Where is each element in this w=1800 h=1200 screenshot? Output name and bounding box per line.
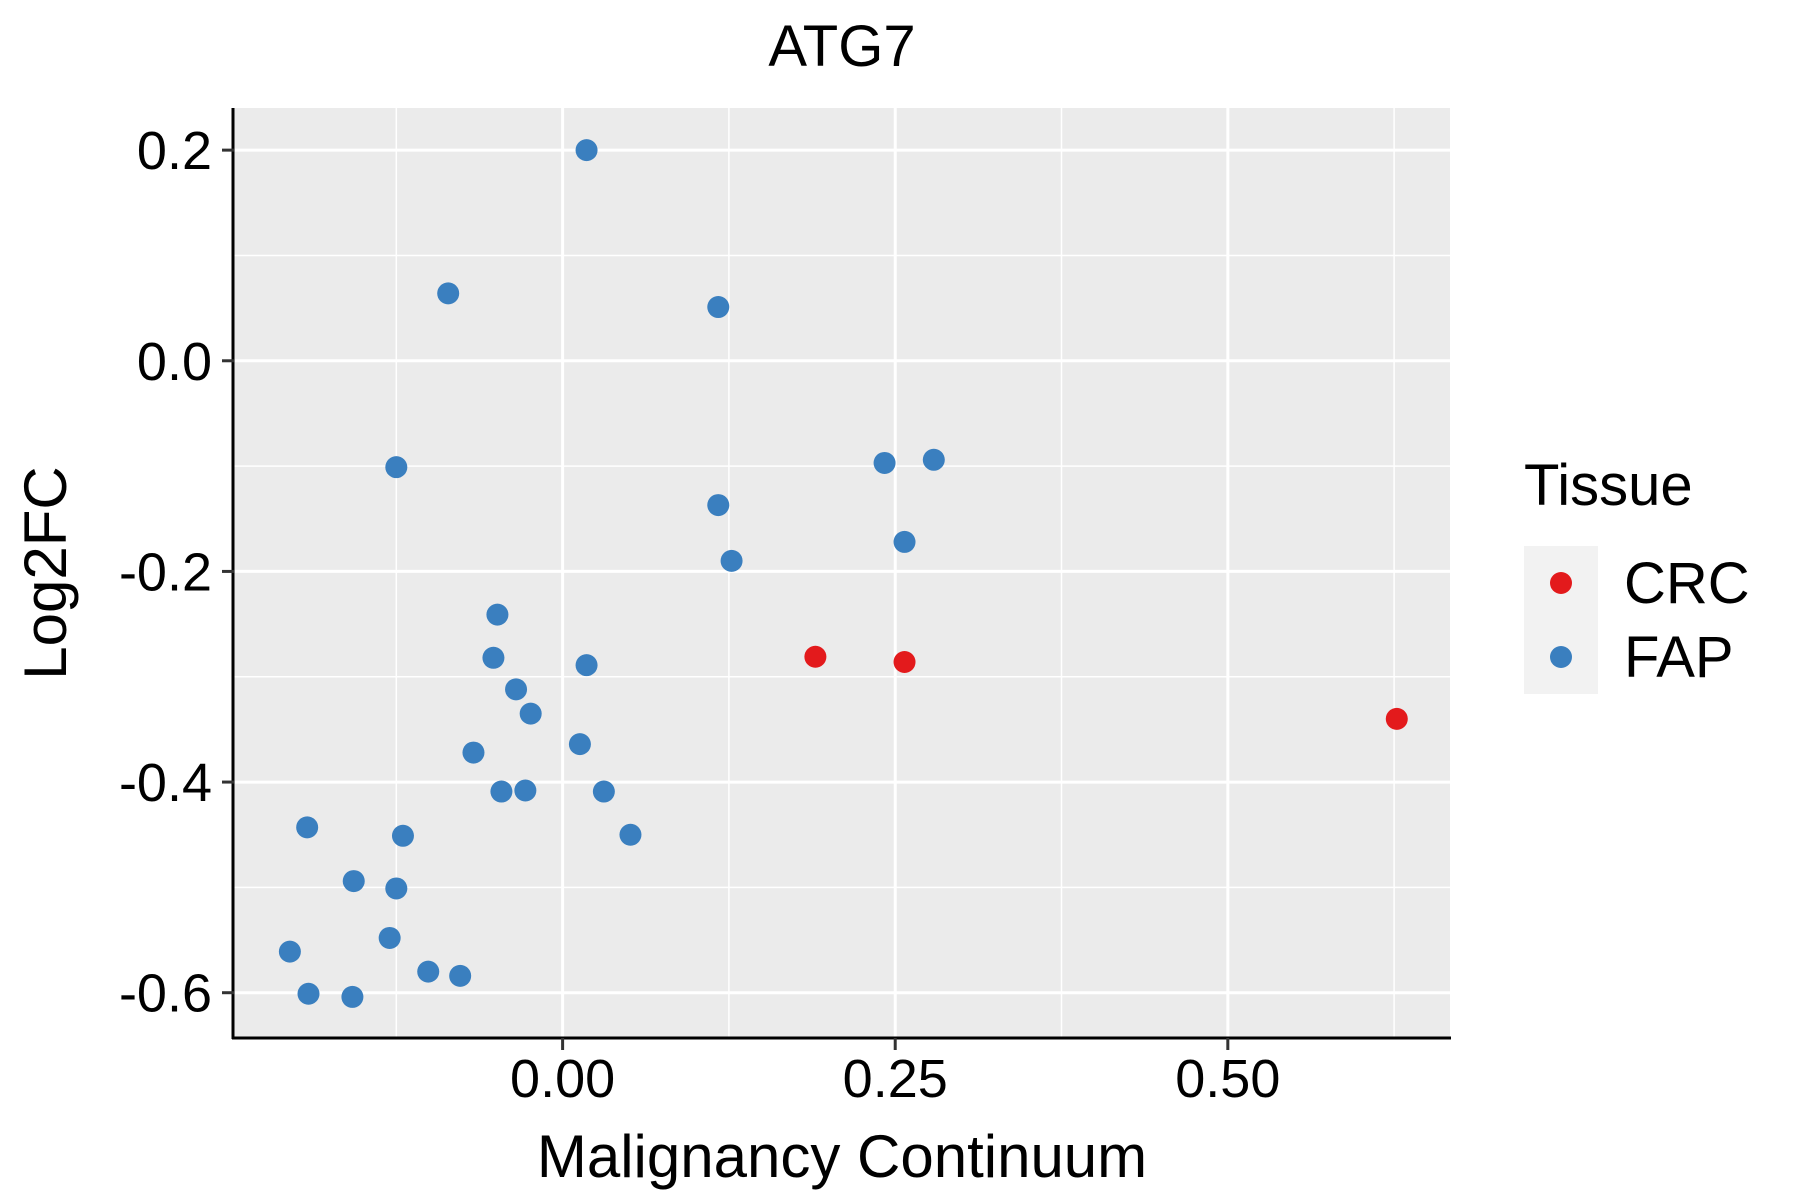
y-tick-label: -0.6: [119, 964, 212, 1024]
data-point-fap: [297, 982, 320, 1005]
data-point-crc: [893, 650, 916, 673]
legend-label-crc: CRC: [1624, 551, 1750, 616]
data-point-fap: [462, 741, 485, 764]
data-point-fap: [575, 654, 598, 677]
data-point-fap: [514, 779, 537, 802]
data-point-fap: [417, 960, 440, 983]
data-point-fap: [385, 456, 408, 479]
y-axis-title: Log2FC: [12, 466, 79, 679]
data-point-fap: [490, 780, 513, 803]
data-point-fap: [893, 530, 916, 553]
x-tick-label: 0.25: [843, 1049, 948, 1109]
data-point-fap: [575, 139, 598, 162]
legend-swatch-fap: [1550, 646, 1572, 668]
x-axis-title: Malignancy Continuum: [537, 1123, 1147, 1190]
y-tick-label: 0.2: [137, 121, 212, 181]
y-tick-label: -0.4: [119, 753, 212, 813]
data-point-fap: [922, 448, 945, 471]
y-tick-label: -0.2: [119, 542, 212, 602]
data-point-fap: [873, 451, 896, 474]
data-points: [278, 139, 1408, 1008]
y-tick-label: 0.0: [137, 332, 212, 392]
data-point-fap: [707, 494, 730, 517]
legend: Tissue CRC FAP: [1524, 453, 1750, 694]
data-point-fap: [592, 780, 615, 803]
legend-key-background: [1524, 546, 1598, 694]
data-point-fap: [378, 926, 401, 949]
grid-major: [228, 108, 1450, 1038]
data-point-fap: [707, 296, 730, 319]
legend-label-fap: FAP: [1624, 625, 1734, 690]
data-point-fap: [720, 549, 743, 572]
data-point-fap: [449, 964, 472, 987]
x-tick-label: 0.00: [510, 1049, 615, 1109]
data-point-fap: [505, 678, 528, 701]
data-point-fap: [482, 646, 505, 669]
data-point-crc: [1385, 707, 1408, 730]
data-point-fap: [568, 733, 591, 756]
plot-panel: [234, 108, 1450, 1038]
data-point-fap: [519, 702, 542, 725]
legend-title: Tissue: [1524, 453, 1693, 518]
data-point-fap: [342, 870, 365, 893]
data-point-fap: [486, 603, 509, 626]
x-tick-label: 0.50: [1175, 1049, 1280, 1109]
legend-swatch-crc: [1550, 572, 1572, 594]
data-point-crc: [804, 645, 827, 668]
chart-title: ATG7: [768, 14, 915, 79]
data-point-fap: [619, 823, 642, 846]
y-axis-ticks: 0.2 0.0 -0.2 -0.4 -0.6: [119, 121, 234, 1024]
grid-minor: [234, 108, 1450, 1038]
data-point-fap: [296, 816, 319, 839]
data-point-fap: [278, 940, 301, 963]
data-point-fap: [385, 877, 408, 900]
data-point-fap: [341, 985, 364, 1008]
data-point-fap: [391, 824, 414, 847]
data-point-fap: [437, 282, 460, 305]
x-axis-ticks: 0.00 0.25 0.50: [510, 1038, 1280, 1109]
